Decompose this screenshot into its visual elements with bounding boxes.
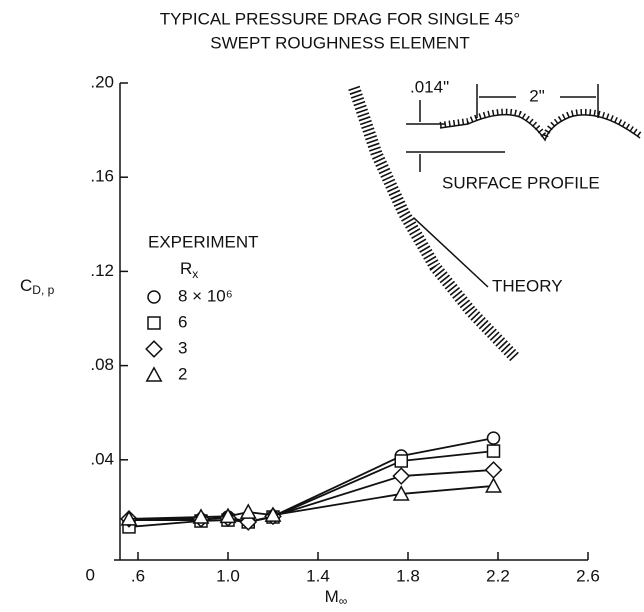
x-axis-label-sub: ∞ (339, 594, 348, 608)
marker-triangle (239, 503, 257, 519)
x-tick-label: 2.2 (486, 566, 510, 585)
y-axis-label: CD, p (20, 276, 55, 297)
x-axis-label: M∞ (325, 587, 348, 608)
legend-header: Rx (180, 259, 198, 281)
x-tick-label: 2.6 (576, 566, 600, 585)
x-tick-label: 1.4 (306, 566, 330, 585)
legend-label: 3 (178, 338, 187, 357)
fit-line (128, 450, 494, 528)
marker-triangle (192, 508, 210, 524)
marker-square (486, 444, 501, 458)
inset-caption: SURFACE PROFILE (442, 173, 600, 192)
y-tick-label: 0 (86, 565, 95, 584)
theory-label: THEORY (492, 276, 563, 295)
marker-circle (486, 431, 501, 445)
marker-triangle (485, 477, 502, 493)
marker-triangle (120, 510, 138, 526)
surface-profile (406, 84, 642, 172)
marker-triangle (145, 366, 163, 382)
x-axis-label: M (325, 587, 339, 606)
marker-square (394, 454, 408, 468)
y-tick-label: .12 (90, 261, 114, 280)
chart-title: SWEPT ROUGHNESS ELEMENT (210, 33, 469, 52)
y-tick-label: .20 (90, 72, 114, 91)
y-tick-label: .16 (90, 167, 114, 186)
inset-label: .014" (410, 77, 449, 96)
marker-triangle (392, 485, 410, 501)
x-tick-label: .6 (131, 566, 145, 585)
legend-title: EXPERIMENT (148, 232, 259, 251)
legend-header-sub: x (192, 267, 198, 281)
marker-triangle (264, 506, 282, 522)
y-axis-label: C (20, 276, 32, 295)
marker-diamond (484, 461, 503, 479)
marker-diamond (392, 467, 411, 485)
legend-header: R (180, 259, 192, 278)
marker-triangle (219, 507, 237, 524)
y-tick-label: .08 (90, 355, 114, 374)
y-axis-label-sub: D, p (32, 283, 54, 297)
x-tick-label: 1.0 (216, 566, 240, 585)
marker-diamond (145, 340, 163, 358)
fit-line (128, 485, 494, 520)
x-tick-label: 1.8 (396, 566, 420, 585)
legend-label: 2 (178, 364, 187, 383)
inset-label: 2" (529, 86, 545, 105)
marker-circle (147, 290, 161, 304)
y-tick-label: .04 (90, 449, 114, 468)
marker-square (147, 316, 161, 330)
theory-leader (412, 216, 489, 288)
fit-line (129, 469, 494, 523)
legend-label: 8 × 10⁶ (178, 286, 233, 305)
legend-label: 6 (178, 312, 187, 331)
theory-band (348, 85, 521, 363)
profile-line (439, 113, 641, 142)
chart-title: TYPICAL PRESSURE DRAG FOR SINGLE 45° (160, 9, 520, 28)
